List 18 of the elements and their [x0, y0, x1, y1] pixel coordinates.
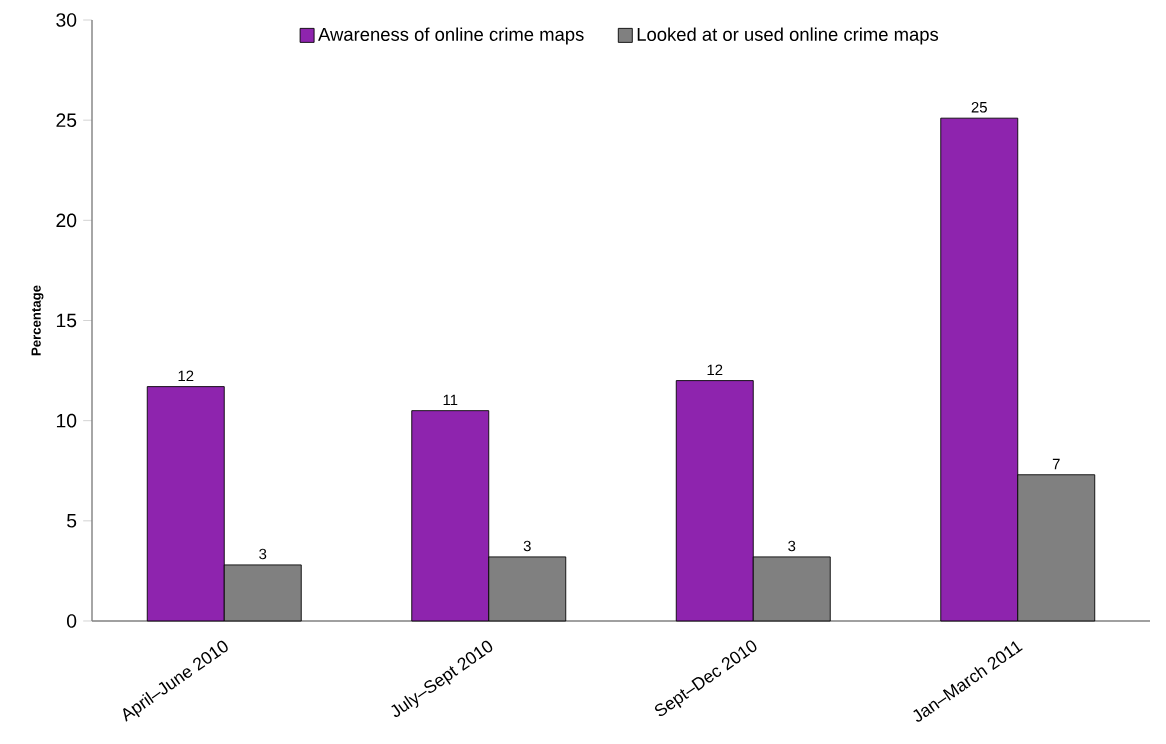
data-label: 12 — [707, 364, 723, 375]
y-tick-label: 10 — [56, 413, 77, 428]
y-tick-label: 15 — [56, 313, 77, 328]
data-label: 11 — [443, 394, 458, 406]
data-label: 3 — [523, 540, 531, 552]
data-label: 3 — [259, 548, 267, 560]
data-label: 12 — [178, 370, 194, 381]
y-tick-label: 20 — [56, 213, 77, 228]
data-label: 25 — [971, 101, 987, 113]
y-axis-title: Percentage — [31, 285, 44, 356]
legend-label: Awareness of online crime maps — [318, 27, 584, 45]
data-label: 3 — [788, 540, 796, 552]
y-tick-label: 0 — [67, 614, 77, 628]
y-tick-label: 5 — [67, 514, 77, 528]
y-tick-label: 30 — [56, 13, 77, 27]
y-tick-label: 25 — [56, 113, 77, 128]
legend-label: Looked at or used online crime maps — [637, 27, 939, 45]
data-label: 7 — [1052, 458, 1060, 470]
